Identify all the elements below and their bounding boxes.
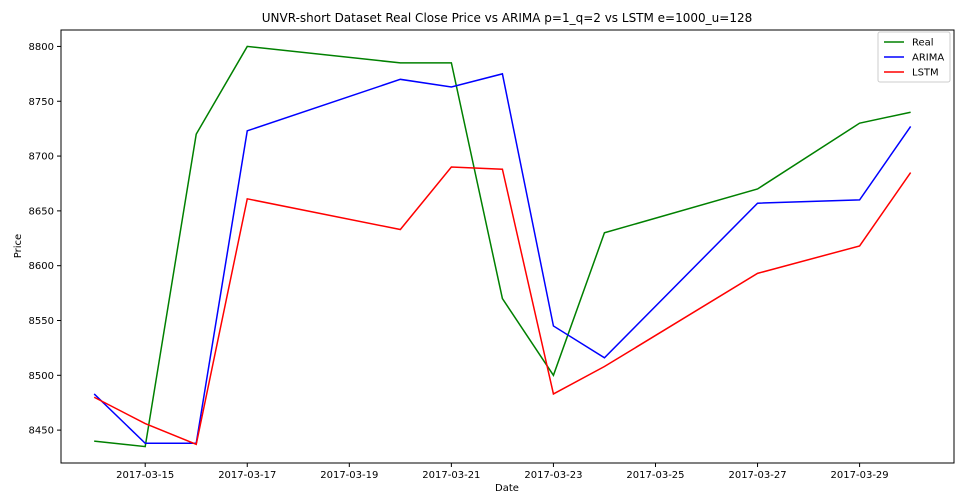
plot-area [60, 29, 955, 464]
plot-frame [60, 29, 955, 464]
legend-label-real: Real [912, 38, 934, 49]
y-axis-label: Price [13, 234, 24, 258]
x-tick-label: 2017-03-21 [422, 470, 480, 481]
x-axis-label: Date [495, 483, 519, 494]
series-line-real [94, 45, 911, 448]
legend-frame [877, 31, 951, 83]
x-tick-label: 2017-03-19 [320, 470, 378, 481]
y-tick-label: 8750 [29, 97, 54, 108]
y-tick-label: 8500 [29, 371, 54, 382]
y-tick-label: 8550 [29, 316, 54, 327]
legend-label-lstm: LSTM [912, 68, 939, 79]
series-lines [93, 45, 912, 448]
y-tick-label: 8700 [29, 152, 54, 163]
y-tick-label: 8650 [29, 206, 54, 217]
y-tick-label: 8800 [29, 42, 54, 53]
x-tick-label: 2017-03-15 [116, 470, 174, 481]
series-line-arima [93, 72, 912, 445]
legend: Real ARIMA LSTM [877, 31, 951, 83]
legend-label-arima: ARIMA [912, 53, 944, 64]
x-tick-label: 2017-03-17 [218, 470, 276, 481]
series-line-lstm [93, 166, 912, 446]
x-tick-label: 2017-03-23 [524, 470, 582, 481]
y-tick-label: 8450 [29, 426, 54, 437]
x-axis: 2017-03-15 2017-03-17 2017-03-19 2017-03-21… [116, 463, 889, 481]
chart-title: UNVR-short Dataset Real Close Price vs A… [262, 11, 752, 25]
x-tick-label: 2017-03-27 [728, 470, 786, 481]
x-tick-label: 2017-03-29 [831, 470, 889, 481]
y-tick-label: 8600 [29, 261, 54, 272]
y-axis: 8450 8500 8550 8600 8650 8700 8750 8800 [29, 42, 61, 437]
x-tick-label: 2017-03-25 [626, 470, 684, 481]
